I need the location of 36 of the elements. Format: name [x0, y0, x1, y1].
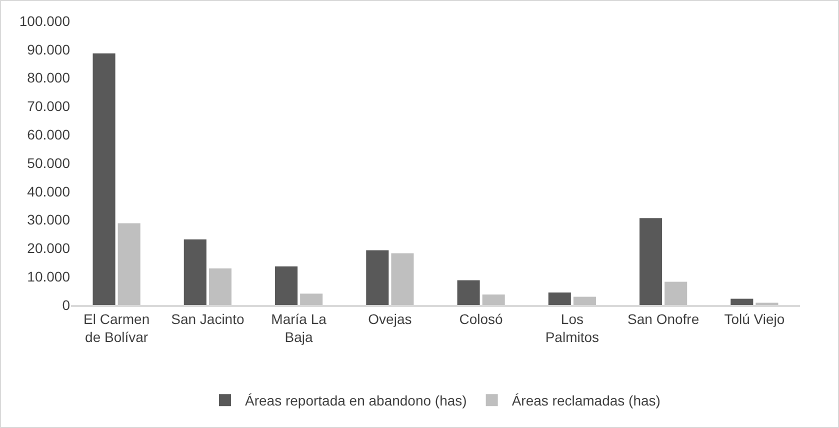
x-tick-label: El Carmen de Bolívar	[83, 310, 150, 345]
x-tick-label: Ovejas	[368, 310, 412, 327]
bar	[92, 53, 116, 305]
y-tick-label: 70.000	[27, 98, 70, 114]
y-tick-label: 40.000	[27, 183, 70, 200]
y-tick-label: 100.000	[19, 12, 70, 29]
bar	[275, 266, 298, 305]
bar	[640, 218, 662, 305]
x-tick-label: San Onofre	[628, 310, 700, 327]
bar	[300, 294, 323, 305]
y-tick-label: 80.000	[27, 70, 70, 86]
y-tick-label: 20.000	[27, 240, 70, 256]
y-tick-label: 10.000	[27, 268, 70, 284]
y-tick-label: 90.000	[27, 41, 70, 58]
x-tick-label: Los Palmitos	[545, 310, 600, 345]
bar	[664, 282, 688, 305]
bar	[482, 294, 505, 305]
bar	[573, 296, 596, 305]
bar	[366, 250, 389, 305]
legend-label: Áreas reclamadas (has)	[512, 392, 660, 409]
x-tick-label: Colosó	[459, 310, 504, 327]
bar	[457, 280, 480, 305]
bar	[548, 292, 571, 305]
bar	[118, 223, 140, 305]
x-tick-label: Tolú Viejo	[724, 310, 785, 327]
y-tick-label: 60.000	[27, 126, 70, 142]
x-tick-label: San Jacinto	[171, 310, 244, 327]
bar	[391, 253, 414, 305]
bar	[208, 268, 232, 305]
y-tick-label: 30.000	[27, 212, 70, 228]
legend-label: Áreas reportada en abandono (has)	[245, 392, 467, 409]
y-tick-label: 0	[62, 296, 70, 313]
x-tick-label: María La Baja	[271, 310, 327, 345]
bar	[184, 239, 206, 305]
bar	[730, 298, 754, 305]
y-tick-label: 50.000	[27, 154, 70, 171]
